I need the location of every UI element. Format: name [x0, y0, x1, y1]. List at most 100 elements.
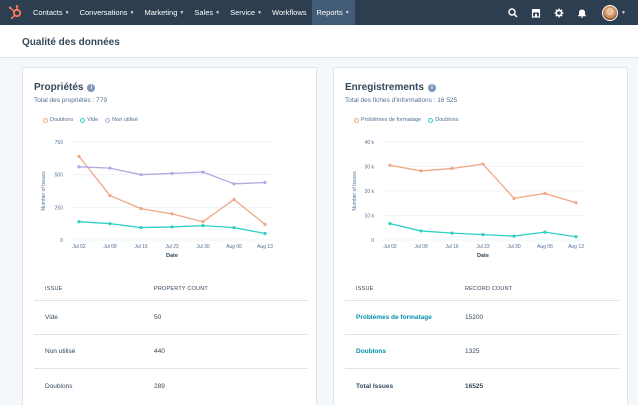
data-point [108, 222, 112, 226]
legend-dot [428, 117, 434, 123]
x-tick-label: Jul 02 [383, 244, 397, 250]
data-point [574, 235, 578, 239]
data-point [419, 229, 423, 233]
data-point [512, 234, 516, 238]
nav-item-workflows[interactable]: Workflows [267, 0, 311, 25]
column-header-issue[interactable]: ISSUE [356, 286, 374, 292]
data-point [232, 182, 236, 186]
avatar[interactable] [602, 4, 619, 21]
legend-item[interactable]: Doublons [43, 117, 73, 123]
info-icon[interactable]: i [87, 83, 96, 92]
y-tick-label: 0 [371, 238, 374, 244]
nav-item-conversations[interactable]: Conversations ▼ [75, 0, 140, 25]
column-header-count[interactable]: RECORD COUNT [465, 286, 513, 292]
table-header: ISSUE RECORD COUNT [345, 278, 619, 301]
row-count: 1325 [465, 348, 480, 355]
chart-legend: Problèmes de formatage Doublons [354, 117, 465, 123]
nav-item-label: Marketing [144, 8, 178, 17]
table-row: Problèmes de formatage 15200 [345, 301, 619, 335]
chevron-down-icon: ▼ [215, 9, 221, 16]
data-point [388, 163, 392, 167]
table-row: Doublons 1325 [345, 335, 619, 369]
x-tick-label: Aug 13 [568, 244, 584, 250]
nav-item-label: Service [230, 8, 256, 17]
marketplace-icon[interactable] [530, 7, 542, 19]
legend-label: Doublons [50, 117, 74, 123]
row-issue: Vide [45, 314, 58, 321]
search-icon[interactable] [507, 7, 519, 19]
column-header-count[interactable]: PROPERTY COUNT [154, 286, 208, 292]
table-row: Vide 50 [34, 301, 308, 335]
card-title-text: Enregistrements [345, 82, 424, 93]
nav-item-marketing[interactable]: Marketing ▼ [139, 0, 189, 25]
row-issue: Non utilisé [45, 348, 76, 355]
notifications-icon[interactable] [576, 7, 588, 19]
card-subtitle: Total des fiches d'informations : 16 525 [345, 97, 458, 104]
y-tick-label: 20 k [365, 189, 375, 195]
data-point [543, 191, 547, 196]
table-header: ISSUE PROPERTY COUNT [34, 278, 308, 301]
data-point [77, 154, 81, 158]
nav-item-sales[interactable]: Sales ▼ [189, 0, 225, 25]
records-card: Enregistrements i Total des fiches d'inf… [333, 67, 628, 405]
data-point [139, 225, 143, 230]
data-point [108, 166, 112, 170]
data-point [450, 166, 454, 171]
x-tick-label: Jul 09 [414, 244, 428, 250]
data-point [419, 169, 423, 173]
legend-item[interactable]: Vide [80, 117, 98, 123]
y-tick-label: 0 [60, 238, 63, 244]
x-tick-label: Jul 30 [196, 244, 210, 250]
y-axis-label: Number of Issues [352, 171, 358, 211]
row-issue-link[interactable]: Doublons [356, 348, 386, 355]
nav-item-label: Conversations [79, 8, 128, 17]
x-tick-label: Jul 23 [476, 244, 490, 250]
nav-item-reports[interactable]: Reports ▼ [311, 0, 355, 25]
page-header: Qualité des données [0, 25, 638, 58]
legend-label: Problèmes de formatage [361, 117, 422, 123]
x-tick-label: Aug 13 [257, 244, 273, 250]
series-line [389, 163, 577, 204]
data-point [543, 230, 547, 234]
info-icon[interactable]: i [427, 83, 436, 92]
y-tick-label: 40 k [365, 140, 375, 146]
x-tick-label: Aug 06 [226, 244, 242, 250]
data-point [388, 221, 392, 226]
table-row-total: Total Issues 16525 [345, 369, 619, 403]
data-point [77, 220, 81, 224]
data-point [450, 231, 454, 235]
y-tick-label: 750 [55, 140, 64, 146]
chevron-down-icon: ▼ [129, 9, 135, 16]
row-count: 440 [154, 348, 165, 355]
y-tick-label: 30 k [365, 165, 375, 171]
hubspot-logo-icon[interactable] [7, 4, 23, 20]
nav-item-label: Workflows [272, 8, 307, 17]
properties-card: Propriétés i Total des propriétés : 779 … [22, 67, 317, 405]
row-count-total: 16525 [465, 382, 484, 390]
data-point [201, 220, 205, 224]
legend-item[interactable]: Non utilisé [105, 117, 138, 123]
legend-dot [43, 117, 48, 123]
nav-item-service[interactable]: Service ▼ [225, 0, 267, 25]
nav-item-label: Sales [194, 8, 214, 17]
nav-item-contacts[interactable]: Contacts ▼ [28, 0, 75, 25]
y-tick-label: 500 [55, 173, 64, 179]
row-count: 50 [154, 314, 162, 321]
nav-right-tools: ▼ [496, 0, 626, 25]
properties-table: ISSUE PROPERTY COUNT Vide 50 Non utilisé… [34, 278, 308, 403]
records-line-chart: 0 10 k 20 k 30 k 40 k Jul 02 Jul 09 Jul 16 Jul 2… [352, 140, 584, 258]
data-point [512, 196, 516, 200]
legend-item[interactable]: Problèmes de formatage [354, 117, 421, 123]
legend-item[interactable]: Doublons [428, 117, 458, 123]
page-title: Qualité des données [22, 37, 120, 48]
chevron-down-icon: ▼ [179, 9, 185, 16]
row-issue-link[interactable]: Problèmes de formatage [356, 314, 432, 321]
y-tick-label: 10 k [365, 214, 375, 220]
chevron-down-icon[interactable]: ▼ [621, 9, 626, 16]
settings-icon[interactable] [553, 7, 565, 19]
legend-dot [105, 117, 111, 123]
legend-label: Doublons [435, 117, 459, 123]
x-tick-label: Jul 02 [72, 244, 86, 250]
column-header-issue[interactable]: ISSUE [45, 286, 63, 292]
x-tick-label: Jul 09 [103, 244, 117, 250]
